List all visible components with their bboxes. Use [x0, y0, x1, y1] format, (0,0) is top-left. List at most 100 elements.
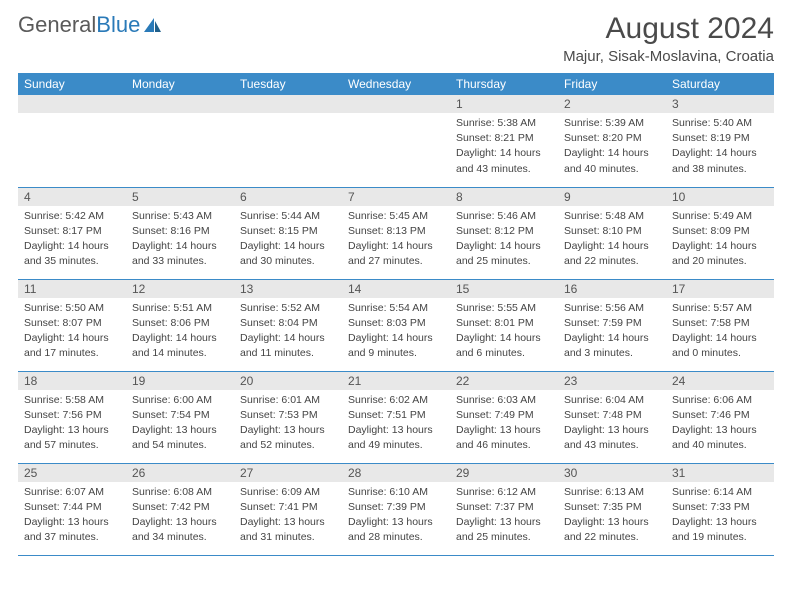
- daylight-text: Daylight: 14 hours: [132, 331, 228, 345]
- daylight-text: and 33 minutes.: [132, 254, 228, 268]
- sunset-text: Sunset: 7:56 PM: [24, 408, 120, 422]
- calendar-cell: .: [342, 95, 450, 187]
- sunrise-text: Sunrise: 5:46 AM: [456, 209, 552, 223]
- day-body: Sunrise: 6:09 AMSunset: 7:41 PMDaylight:…: [234, 482, 342, 550]
- sunrise-text: Sunrise: 6:10 AM: [348, 485, 444, 499]
- day-number: 4: [18, 188, 126, 206]
- sunset-text: Sunset: 8:04 PM: [240, 316, 336, 330]
- daylight-text: and 20 minutes.: [672, 254, 768, 268]
- sunrise-text: Sunrise: 5:44 AM: [240, 209, 336, 223]
- sunrise-text: Sunrise: 5:56 AM: [564, 301, 660, 315]
- daylight-text: Daylight: 14 hours: [456, 146, 552, 160]
- daylight-text: Daylight: 14 hours: [348, 331, 444, 345]
- calendar-cell: .: [18, 95, 126, 187]
- day-number: 7: [342, 188, 450, 206]
- daylight-text: and 34 minutes.: [132, 530, 228, 544]
- daylight-text: and 49 minutes.: [348, 438, 444, 452]
- sunrise-text: Sunrise: 5:57 AM: [672, 301, 768, 315]
- sunrise-text: Sunrise: 6:02 AM: [348, 393, 444, 407]
- day-body: Sunrise: 5:38 AMSunset: 8:21 PMDaylight:…: [450, 113, 558, 181]
- calendar-row: 25Sunrise: 6:07 AMSunset: 7:44 PMDayligh…: [18, 463, 774, 555]
- daylight-text: Daylight: 13 hours: [348, 515, 444, 529]
- daylight-text: and 14 minutes.: [132, 346, 228, 360]
- calendar-cell: .: [234, 95, 342, 187]
- sunset-text: Sunset: 7:54 PM: [132, 408, 228, 422]
- sunrise-text: Sunrise: 5:38 AM: [456, 116, 552, 130]
- day-number: .: [18, 95, 126, 113]
- sunset-text: Sunset: 8:19 PM: [672, 131, 768, 145]
- sunset-text: Sunset: 8:13 PM: [348, 224, 444, 238]
- calendar-row: 4Sunrise: 5:42 AMSunset: 8:17 PMDaylight…: [18, 187, 774, 279]
- day-body: Sunrise: 6:02 AMSunset: 7:51 PMDaylight:…: [342, 390, 450, 458]
- calendar-cell: 18Sunrise: 5:58 AMSunset: 7:56 PMDayligh…: [18, 371, 126, 463]
- day-number: 10: [666, 188, 774, 206]
- sunrise-text: Sunrise: 5:54 AM: [348, 301, 444, 315]
- daylight-text: Daylight: 14 hours: [456, 239, 552, 253]
- calendar-cell: 28Sunrise: 6:10 AMSunset: 7:39 PMDayligh…: [342, 463, 450, 555]
- sunset-text: Sunset: 8:07 PM: [24, 316, 120, 330]
- daylight-text: and 22 minutes.: [564, 254, 660, 268]
- calendar-cell: 26Sunrise: 6:08 AMSunset: 7:42 PMDayligh…: [126, 463, 234, 555]
- sunrise-text: Sunrise: 5:55 AM: [456, 301, 552, 315]
- sunrise-text: Sunrise: 5:50 AM: [24, 301, 120, 315]
- sunrise-text: Sunrise: 6:08 AM: [132, 485, 228, 499]
- daylight-text: and 40 minutes.: [564, 162, 660, 176]
- daylight-text: and 25 minutes.: [456, 254, 552, 268]
- brand-part2: Blue: [96, 12, 140, 37]
- day-header: Sunday: [18, 73, 126, 95]
- sunset-text: Sunset: 7:35 PM: [564, 500, 660, 514]
- sunset-text: Sunset: 8:15 PM: [240, 224, 336, 238]
- daylight-text: Daylight: 14 hours: [348, 239, 444, 253]
- calendar-cell: 16Sunrise: 5:56 AMSunset: 7:59 PMDayligh…: [558, 279, 666, 371]
- sunset-text: Sunset: 7:42 PM: [132, 500, 228, 514]
- sunset-text: Sunset: 7:44 PM: [24, 500, 120, 514]
- day-number: 30: [558, 464, 666, 482]
- day-body: Sunrise: 6:13 AMSunset: 7:35 PMDaylight:…: [558, 482, 666, 550]
- calendar-cell: 29Sunrise: 6:12 AMSunset: 7:37 PMDayligh…: [450, 463, 558, 555]
- daylight-text: Daylight: 13 hours: [456, 423, 552, 437]
- day-body: Sunrise: 6:07 AMSunset: 7:44 PMDaylight:…: [18, 482, 126, 550]
- day-body: Sunrise: 5:39 AMSunset: 8:20 PMDaylight:…: [558, 113, 666, 181]
- day-body: Sunrise: 5:40 AMSunset: 8:19 PMDaylight:…: [666, 113, 774, 181]
- daylight-text: and 35 minutes.: [24, 254, 120, 268]
- calendar-cell: 23Sunrise: 6:04 AMSunset: 7:48 PMDayligh…: [558, 371, 666, 463]
- calendar-cell: 10Sunrise: 5:49 AMSunset: 8:09 PMDayligh…: [666, 187, 774, 279]
- sunset-text: Sunset: 7:49 PM: [456, 408, 552, 422]
- day-body: Sunrise: 5:54 AMSunset: 8:03 PMDaylight:…: [342, 298, 450, 366]
- day-number: 20: [234, 372, 342, 390]
- calendar-cell: 2Sunrise: 5:39 AMSunset: 8:20 PMDaylight…: [558, 95, 666, 187]
- calendar-cell: 6Sunrise: 5:44 AMSunset: 8:15 PMDaylight…: [234, 187, 342, 279]
- calendar-cell: 1Sunrise: 5:38 AMSunset: 8:21 PMDaylight…: [450, 95, 558, 187]
- day-header: Monday: [126, 73, 234, 95]
- sunset-text: Sunset: 8:12 PM: [456, 224, 552, 238]
- calendar-cell: 15Sunrise: 5:55 AMSunset: 8:01 PMDayligh…: [450, 279, 558, 371]
- sunrise-text: Sunrise: 6:06 AM: [672, 393, 768, 407]
- sunset-text: Sunset: 8:06 PM: [132, 316, 228, 330]
- day-header: Tuesday: [234, 73, 342, 95]
- calendar-cell: 14Sunrise: 5:54 AMSunset: 8:03 PMDayligh…: [342, 279, 450, 371]
- sunset-text: Sunset: 7:51 PM: [348, 408, 444, 422]
- day-number: .: [342, 95, 450, 113]
- day-body: Sunrise: 5:43 AMSunset: 8:16 PMDaylight:…: [126, 206, 234, 274]
- daylight-text: and 37 minutes.: [24, 530, 120, 544]
- calendar-cell: 9Sunrise: 5:48 AMSunset: 8:10 PMDaylight…: [558, 187, 666, 279]
- daylight-text: Daylight: 13 hours: [672, 423, 768, 437]
- daylight-text: and 6 minutes.: [456, 346, 552, 360]
- calendar-cell: 5Sunrise: 5:43 AMSunset: 8:16 PMDaylight…: [126, 187, 234, 279]
- calendar-cell: 17Sunrise: 5:57 AMSunset: 7:58 PMDayligh…: [666, 279, 774, 371]
- day-header: Wednesday: [342, 73, 450, 95]
- daylight-text: Daylight: 14 hours: [672, 146, 768, 160]
- sunrise-text: Sunrise: 6:07 AM: [24, 485, 120, 499]
- daylight-text: Daylight: 13 hours: [24, 423, 120, 437]
- day-number: 16: [558, 280, 666, 298]
- day-body: Sunrise: 5:55 AMSunset: 8:01 PMDaylight:…: [450, 298, 558, 366]
- daylight-text: and 43 minutes.: [456, 162, 552, 176]
- daylight-text: Daylight: 14 hours: [24, 331, 120, 345]
- daylight-text: and 19 minutes.: [672, 530, 768, 544]
- day-number: 25: [18, 464, 126, 482]
- day-number: 9: [558, 188, 666, 206]
- day-body: Sunrise: 5:45 AMSunset: 8:13 PMDaylight:…: [342, 206, 450, 274]
- day-number: 14: [342, 280, 450, 298]
- day-number: 3: [666, 95, 774, 113]
- page-header: GeneralBlue August 2024 Majur, Sisak-Mos…: [18, 12, 774, 65]
